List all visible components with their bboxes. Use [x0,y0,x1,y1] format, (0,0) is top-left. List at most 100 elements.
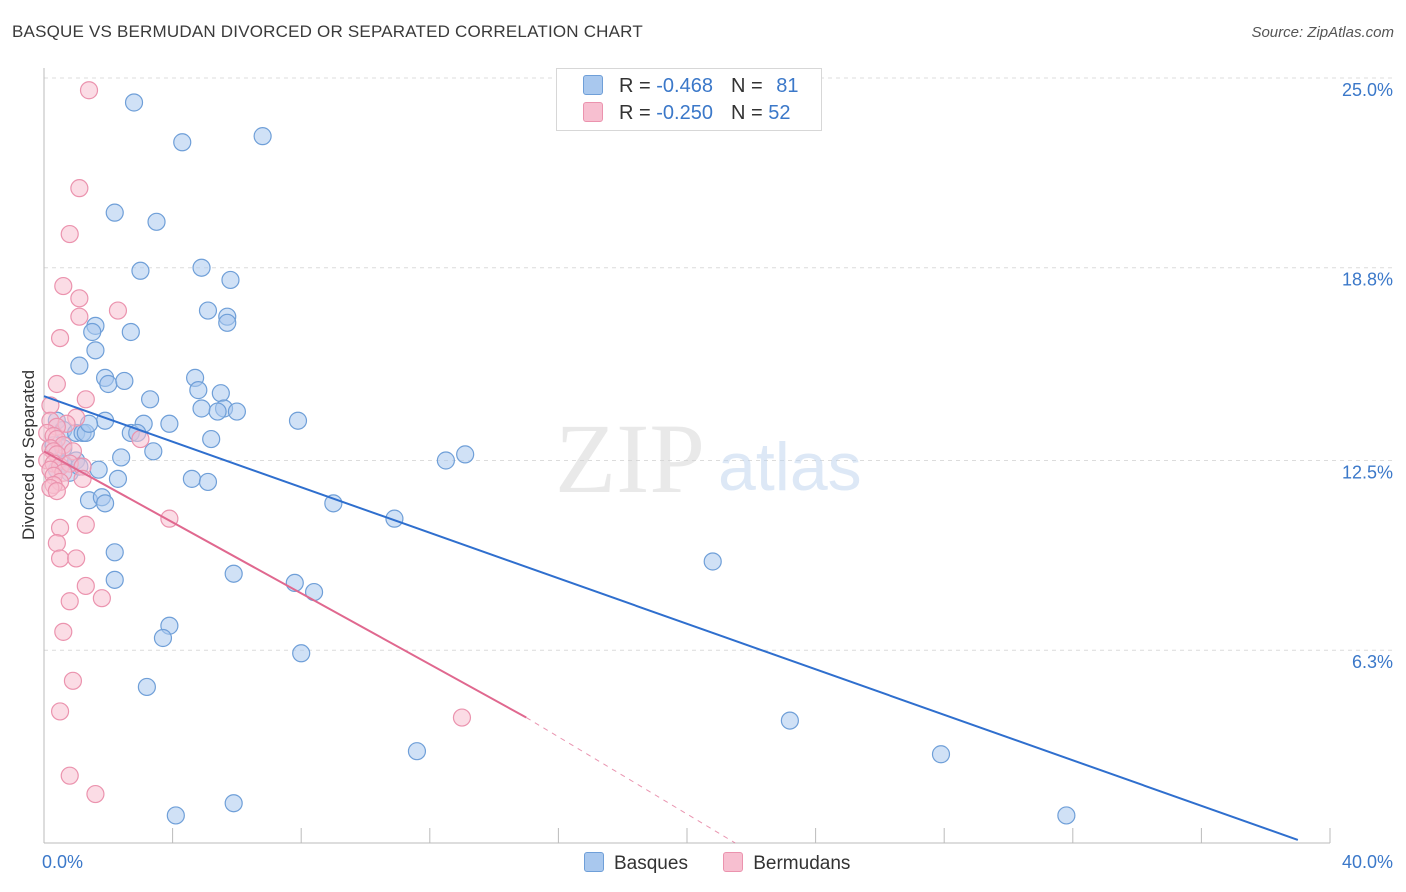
basque-point [456,445,475,464]
x-tick-label: 40.0% [1342,852,1393,872]
bermudan-point [76,390,95,409]
y-tick-label: 12.5% [1342,463,1393,483]
watermark: ZIP atlas [555,403,862,514]
basque-point [211,384,230,403]
basque-point [288,411,308,430]
bermudan-point [47,482,66,501]
basque-point [208,402,227,421]
correlation-legend: R = -0.468 N = 81 R = -0.250 N = 52 [556,68,822,131]
basque-point [99,374,118,394]
bermudan-point [60,592,79,611]
basque-point [198,301,218,320]
bermudan-point [47,374,66,394]
bermudan-point [54,276,73,296]
basques-swatch [584,852,604,872]
basque-point [931,745,951,764]
basque-point [105,543,124,562]
bermudan-point [67,549,86,568]
legend-label-bermudans: Bermudans [753,853,851,874]
basque-point [108,469,128,488]
legend-n-label: N = [730,102,769,124]
bermudan-point [50,518,70,537]
y-tick-label: 18.8% [1342,270,1393,290]
y-axis-label: Divorced or Separated [19,370,38,540]
watermark-zip: ZIP [555,403,705,514]
basque-point [436,451,455,470]
bermudan-points [38,81,472,804]
basque-point [115,371,134,391]
basque-point [189,381,208,400]
basque-point [147,212,166,231]
basque-point [124,93,144,112]
bermudan-point [50,702,70,721]
basque-point [105,570,124,589]
trend-lines [43,395,1299,844]
basque-point [192,258,211,277]
bermudan-point [79,81,99,100]
basque-point [224,794,243,813]
legend-row-basques: R = -0.468 N = 81 [583,75,798,98]
bermudan-point [92,589,111,608]
basque-point [140,390,160,409]
basque-point [89,460,108,479]
bermudan-point [86,784,105,804]
basque-point [202,429,221,449]
source-label: Source: ZipAtlas.com [1251,24,1394,41]
basque-point [105,203,124,222]
basque-point [144,442,163,461]
bermudan-point [63,671,83,690]
legend-r-label: R = [619,102,657,124]
bermudan-point [50,549,70,568]
bermudans-swatch [723,852,744,872]
basque-point [166,806,185,825]
basque-point [112,448,131,467]
basque-point [703,552,722,571]
basque-point [131,261,150,280]
legend-label-basques: Basques [614,853,688,874]
basque-point [407,742,427,761]
bermudans-swatch [583,102,603,122]
bermudan-point [60,766,79,785]
basque-point [86,341,105,360]
basque-point [224,564,243,583]
bermudan-point [70,307,89,326]
basque-point [70,356,89,375]
basque-point [83,322,102,342]
basque-point [198,472,218,492]
basque-point [385,509,404,528]
basque-point [173,133,192,152]
trend-line-bermudans [43,450,527,719]
basque-point [153,628,173,648]
basque-point [1057,806,1076,825]
basque-point [292,644,311,663]
basque-point [160,414,179,433]
basque-point [95,494,115,513]
watermark-atlas: atlas [718,429,862,505]
bermudan-point [452,708,472,727]
series-legend: Basques Bermudans [584,852,880,875]
bermudan-point [70,179,89,198]
basque-point [221,270,240,290]
legend-n-value-basques: 81 [776,75,799,97]
trend-extension-bermudans [525,717,736,844]
legend-r-value-bermudans: -0.250 [656,102,713,124]
basque-point [121,322,140,342]
basque-point [182,469,201,488]
basque-point [218,313,237,332]
basques-swatch [583,75,603,95]
legend-item-basques[interactable]: Basques [584,852,688,875]
bermudan-point [70,289,89,308]
y-tick-label: 25.0% [1342,80,1393,100]
legend-n-label: N = [730,75,769,97]
x-tick-label: 0.0% [42,852,83,872]
bermudan-point [108,301,128,320]
bermudan-point [76,515,95,534]
legend-r-value-basques: -0.468 [656,75,713,97]
tick-labels: 6.3% 12.5% 18.8% 25.0% 0.0% 40.0% [42,80,1393,872]
legend-item-bermudans[interactable]: Bermudans [723,852,850,875]
legend-n-value-bermudans: 52 [768,102,791,124]
y-tick-label: 6.3% [1352,652,1393,672]
bermudan-point [50,329,70,348]
legend-row-bermudans: R = -0.250 N = 52 [583,102,790,125]
